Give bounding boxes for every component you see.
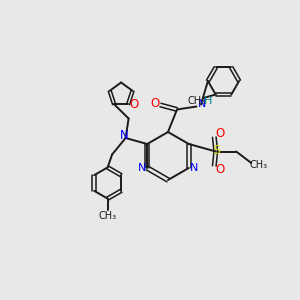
Text: O: O (151, 97, 160, 110)
Text: CH₃: CH₃ (188, 95, 206, 106)
Text: O: O (216, 163, 225, 176)
Text: N: N (138, 163, 146, 173)
Text: N: N (190, 163, 198, 173)
Text: CH₃: CH₃ (249, 160, 267, 170)
Text: O: O (130, 98, 139, 111)
Text: O: O (216, 127, 225, 140)
Text: CH₃: CH₃ (99, 211, 117, 221)
Text: N: N (120, 129, 128, 142)
Text: H: H (204, 96, 212, 106)
Text: N: N (198, 99, 206, 110)
Text: S: S (212, 144, 220, 158)
